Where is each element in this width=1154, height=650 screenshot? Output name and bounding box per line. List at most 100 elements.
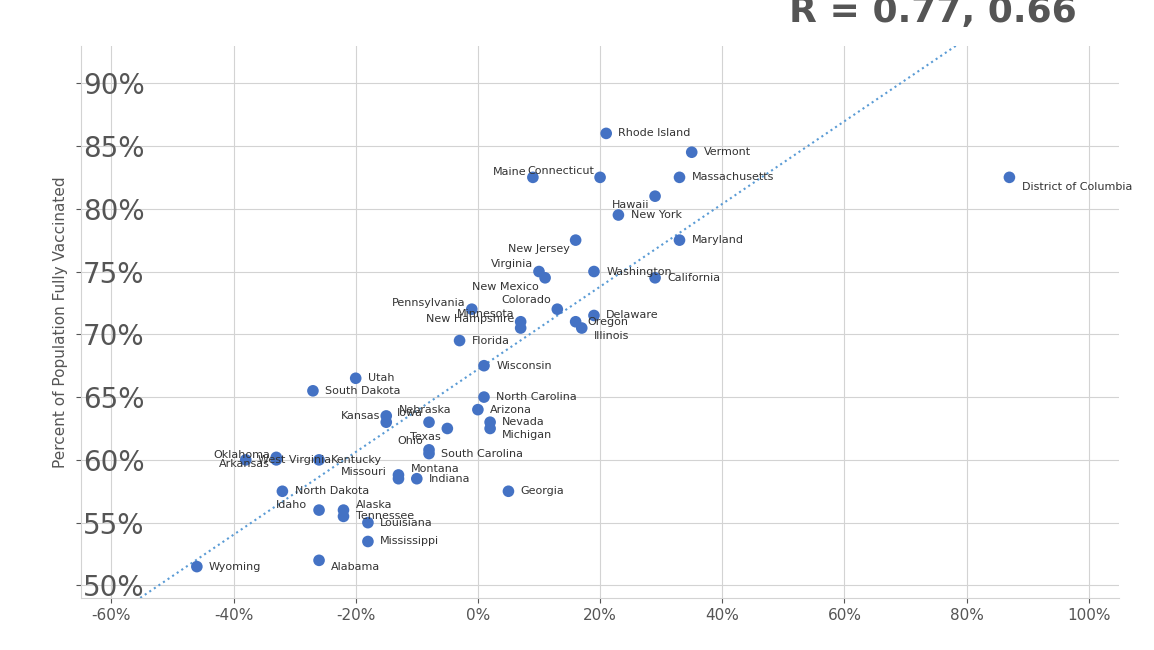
Point xyxy=(585,310,604,320)
Text: Oregon: Oregon xyxy=(587,317,629,327)
Point xyxy=(548,304,567,315)
Text: Kansas: Kansas xyxy=(340,411,380,421)
Point xyxy=(646,272,665,283)
Text: Illinois: Illinois xyxy=(594,331,629,341)
Point xyxy=(359,536,377,547)
Text: Texas: Texas xyxy=(411,432,441,442)
Point xyxy=(524,172,542,183)
Text: Arizona: Arizona xyxy=(490,405,532,415)
Text: Hawaii: Hawaii xyxy=(612,200,649,210)
Text: Utah: Utah xyxy=(368,373,395,384)
Point xyxy=(469,404,487,415)
Text: Missouri: Missouri xyxy=(340,467,387,478)
Point xyxy=(670,172,689,183)
Point xyxy=(273,486,292,497)
Text: North Dakota: North Dakota xyxy=(294,486,369,496)
Point xyxy=(609,210,628,220)
Text: New Jersey: New Jersey xyxy=(508,244,570,254)
Point xyxy=(389,473,407,484)
Point xyxy=(267,452,285,463)
Text: Vermont: Vermont xyxy=(704,148,751,157)
Text: Ohio: Ohio xyxy=(397,436,422,446)
Text: Alaska: Alaska xyxy=(355,500,392,510)
Point xyxy=(335,511,353,521)
Text: Mississippi: Mississippi xyxy=(380,536,440,547)
Text: Minnesota: Minnesota xyxy=(457,309,515,319)
Text: New Mexico: New Mexico xyxy=(472,281,539,292)
Point xyxy=(646,191,665,202)
Text: South Carolina: South Carolina xyxy=(441,448,523,459)
Point xyxy=(309,455,328,465)
Point xyxy=(597,128,615,138)
Text: Louisiana: Louisiana xyxy=(380,517,433,528)
Text: Nebraska: Nebraska xyxy=(398,405,451,415)
Text: Rhode Island: Rhode Island xyxy=(619,129,691,138)
Point xyxy=(572,323,591,333)
Point xyxy=(237,455,255,465)
Point xyxy=(309,555,328,566)
Text: Idaho: Idaho xyxy=(276,500,307,510)
Text: South Dakota: South Dakota xyxy=(325,386,400,396)
Text: Oklahoma: Oklahoma xyxy=(213,450,270,460)
Point xyxy=(346,373,365,384)
Point xyxy=(309,505,328,515)
Point xyxy=(500,486,518,497)
Text: North Carolina: North Carolina xyxy=(496,392,577,402)
Text: District of Columbia: District of Columbia xyxy=(1021,183,1132,192)
Point xyxy=(682,147,700,157)
Point xyxy=(335,505,353,515)
Point xyxy=(567,235,585,245)
Text: Tennessee: Tennessee xyxy=(355,512,414,521)
Text: Iowa: Iowa xyxy=(397,408,422,419)
Point xyxy=(377,417,396,428)
Point xyxy=(567,317,585,327)
Text: Wyoming: Wyoming xyxy=(209,562,262,571)
Text: R = 0.77, 0.66: R = 0.77, 0.66 xyxy=(788,0,1077,29)
Point xyxy=(511,323,530,333)
Text: Delaware: Delaware xyxy=(606,311,659,320)
Text: New Hampshire: New Hampshire xyxy=(426,314,515,324)
Text: Washington: Washington xyxy=(606,266,672,276)
Point xyxy=(420,417,439,428)
Text: West Virginia: West Virginia xyxy=(258,455,331,465)
Point xyxy=(450,335,469,346)
Text: Michigan: Michigan xyxy=(502,430,553,440)
Point xyxy=(439,423,457,434)
Point xyxy=(481,423,500,434)
Point xyxy=(535,272,554,283)
Text: California: California xyxy=(667,273,720,283)
Text: Georgia: Georgia xyxy=(520,486,564,496)
Point xyxy=(530,266,548,277)
Text: Maine: Maine xyxy=(493,167,526,177)
Point xyxy=(474,392,493,402)
Text: Pennsylvania: Pennsylvania xyxy=(392,298,466,308)
Text: Alabama: Alabama xyxy=(331,562,381,571)
Point xyxy=(420,445,439,455)
Point xyxy=(511,317,530,327)
Point xyxy=(267,455,285,465)
Point xyxy=(359,517,377,528)
Point xyxy=(585,266,604,277)
Text: Connecticut: Connecticut xyxy=(527,166,594,176)
Text: Nevada: Nevada xyxy=(502,417,545,427)
Text: Maryland: Maryland xyxy=(691,235,743,245)
Text: Kentucky: Kentucky xyxy=(331,455,382,465)
Text: New York: New York xyxy=(630,210,682,220)
Text: Florida: Florida xyxy=(472,335,510,346)
Point xyxy=(420,448,439,459)
Text: Massachusetts: Massachusetts xyxy=(691,172,774,183)
Point xyxy=(474,361,493,371)
Text: Colorado: Colorado xyxy=(502,295,552,306)
Point xyxy=(481,417,500,428)
Point xyxy=(304,385,322,396)
Text: Montana: Montana xyxy=(411,463,459,474)
Point xyxy=(389,470,407,480)
Y-axis label: Percent of Population Fully Vaccinated: Percent of Population Fully Vaccinated xyxy=(53,176,68,467)
Point xyxy=(188,562,207,572)
Point xyxy=(670,235,689,245)
Text: Wisconsin: Wisconsin xyxy=(496,361,552,370)
Point xyxy=(591,172,609,183)
Text: Arkansas: Arkansas xyxy=(219,459,270,469)
Point xyxy=(377,411,396,421)
Point xyxy=(407,473,426,484)
